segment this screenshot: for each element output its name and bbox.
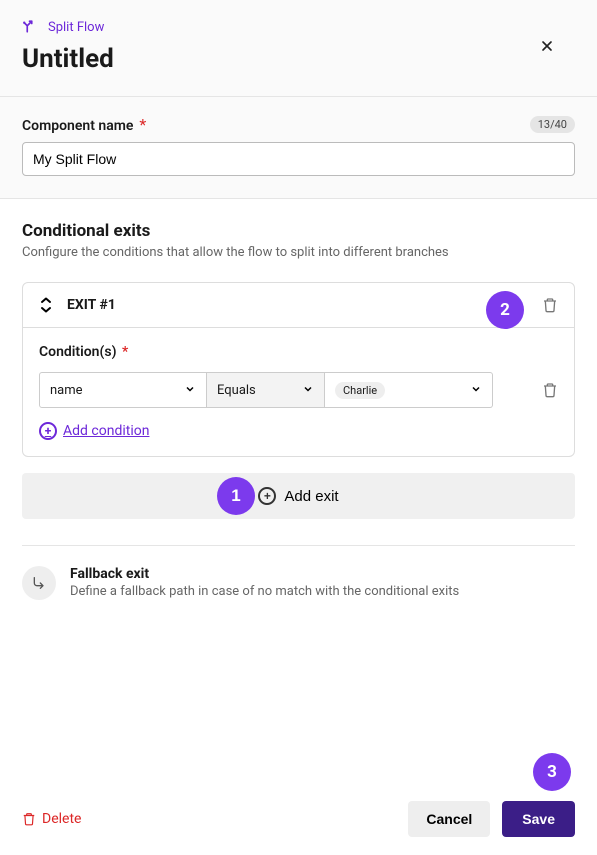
value-chip: Charlie: [335, 382, 385, 399]
delete-button[interactable]: Delete: [22, 811, 81, 827]
condition-value-select[interactable]: Charlie: [325, 372, 493, 408]
add-exit-button[interactable]: 1 + Add exit: [22, 473, 575, 519]
chevron-down-icon: [470, 383, 482, 398]
chevron-down-icon: [184, 383, 196, 398]
plus-circle-icon: +: [39, 422, 57, 440]
exit-header[interactable]: EXIT #1 2: [23, 283, 574, 328]
footer: Delete 3 Cancel Save: [0, 783, 597, 855]
breadcrumb-label: Split Flow: [48, 20, 104, 35]
required-star-icon: *: [139, 115, 146, 134]
fallback-description: Define a fallback path in case of no mat…: [70, 584, 459, 599]
conditional-exits-description: Configure the conditions that allow the …: [22, 245, 575, 260]
exit-card: EXIT #1 2 Condition(s) * name: [22, 282, 575, 457]
fallback-icon: [22, 566, 56, 600]
fallback-exit-row[interactable]: Fallback exit Define a fallback path in …: [22, 566, 575, 600]
component-name-input[interactable]: [22, 142, 575, 176]
divider: [22, 545, 575, 546]
breadcrumb: Split Flow: [22, 16, 575, 38]
annotation-badge-1: 1: [217, 477, 255, 515]
split-flow-icon: [22, 16, 40, 38]
conditional-exits-title: Conditional exits: [22, 221, 575, 241]
conditions-label: Condition(s) *: [39, 344, 558, 360]
required-star-icon: *: [122, 344, 128, 360]
annotation-badge-2: 2: [486, 291, 524, 329]
annotation-badge-3: 3: [533, 753, 571, 791]
plus-circle-icon: +: [258, 487, 276, 505]
chevron-down-icon: [302, 383, 314, 398]
char-counter: 13/40: [530, 116, 575, 133]
condition-operator-select[interactable]: Equals: [207, 372, 325, 408]
save-button[interactable]: Save: [502, 801, 575, 837]
collapse-icon[interactable]: [39, 297, 53, 313]
fallback-title: Fallback exit: [70, 566, 459, 582]
exit-title: EXIT #1: [67, 297, 528, 313]
component-name-label: Component name: [22, 118, 133, 134]
condition-field-select[interactable]: name: [39, 372, 207, 408]
close-button[interactable]: [535, 34, 559, 58]
delete-condition-icon[interactable]: [542, 382, 558, 398]
cancel-button[interactable]: Cancel: [408, 801, 490, 837]
condition-row: name Equals Charlie: [39, 372, 558, 408]
page-title: Untitled: [22, 44, 114, 74]
add-condition-button[interactable]: + Add condition: [39, 422, 149, 440]
delete-exit-icon[interactable]: [542, 297, 558, 313]
